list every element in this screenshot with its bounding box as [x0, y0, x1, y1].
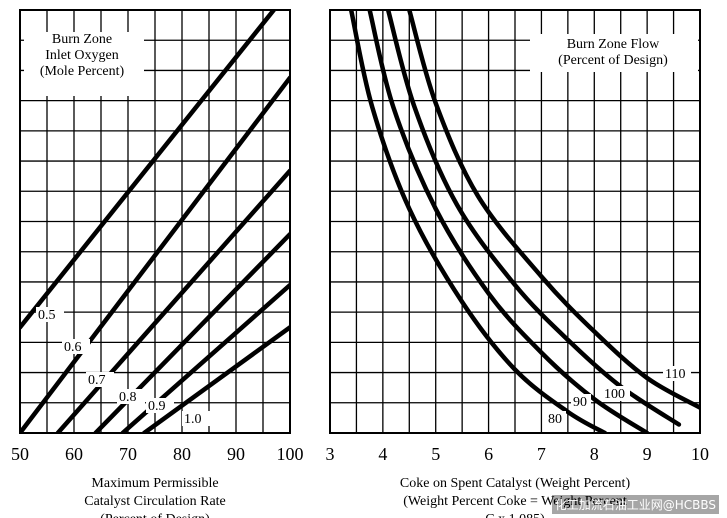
x-tick-label: 8 [590, 444, 599, 464]
series-line-0.7 [55, 168, 290, 433]
x-axis-label-line: Maximum Permissible [91, 476, 218, 491]
series-label-bg [571, 394, 591, 409]
plot-frame [19, 9, 291, 434]
x-tick-label: 7 [537, 444, 546, 464]
series-line-1.0 [141, 325, 290, 433]
series-label-bg [146, 398, 174, 413]
x-tick-label: 4 [378, 444, 387, 464]
legend-box [24, 32, 144, 96]
x-tick-label: 90 [227, 444, 245, 464]
series-line-80 [348, 10, 608, 433]
series-label-bg [663, 366, 691, 381]
legend-title-line: Burn Zone Flow [567, 37, 660, 52]
series-line-100 [385, 10, 682, 427]
series-label-bg [602, 386, 630, 401]
series-label-bg [86, 372, 114, 387]
series-label-0.7: 0.7 [88, 373, 106, 388]
legend-box [530, 34, 698, 72]
series-label-0.9: 0.9 [148, 399, 166, 414]
x-tick-label: 80 [173, 444, 191, 464]
series-line-0.6 [20, 75, 290, 433]
x-tick-label: 60 [65, 444, 83, 464]
series-label-0.8: 0.8 [119, 390, 137, 405]
series-line-0.5 [20, 10, 277, 330]
series-label-bg [62, 339, 90, 354]
legend-title-line: (Percent of Design) [558, 53, 668, 68]
watermark: 化工加流石油工业网@HCBBS [551, 495, 719, 514]
x-axis-label-line: (Percent of Design) [100, 512, 210, 518]
series-label-0.5: 0.5 [38, 308, 56, 323]
legend-title-line: (Mole Percent) [40, 64, 125, 79]
x-tick-label: 5 [431, 444, 440, 464]
series-label-0.6: 0.6 [64, 340, 82, 355]
x-tick-label: 100 [277, 444, 304, 464]
x-axis-label-line: Coke on Spent Catalyst (Weight Percent) [400, 476, 631, 491]
x-tick-label: 70 [119, 444, 137, 464]
series-label-bg [36, 307, 64, 322]
series-label-90: 90 [573, 395, 587, 410]
x-axis-label-line: (Weight Percent Coke = Weight Percent [403, 494, 627, 509]
series-label-100: 100 [604, 387, 625, 402]
x-tick-label: 9 [643, 444, 652, 464]
plot-frame [329, 9, 701, 434]
legend-title-line: Burn Zone [52, 32, 112, 47]
x-axis-label-line: Catalyst Circulation Rate [84, 494, 226, 509]
series-label-1.0: 1.0 [184, 412, 202, 427]
series-line-110 [407, 10, 700, 410]
x-tick-label: 6 [484, 444, 493, 464]
x-tick-label: 10 [691, 444, 709, 464]
chart-panel-2: 80 90 100 110 Burn Zone Flow(Percent of Desi… [326, 9, 709, 518]
x-tick-label: 50 [11, 444, 29, 464]
series-label-bg [182, 411, 210, 426]
series-label-110: 110 [665, 367, 685, 382]
series-label-80: 80 [548, 412, 562, 427]
x-axis-label-line: C x 1.085) [485, 512, 545, 518]
series-label-bg [117, 389, 145, 404]
series-label-bg [546, 411, 566, 426]
x-tick-label: 3 [326, 444, 335, 464]
legend-title-line: Inlet Oxygen [45, 48, 118, 63]
